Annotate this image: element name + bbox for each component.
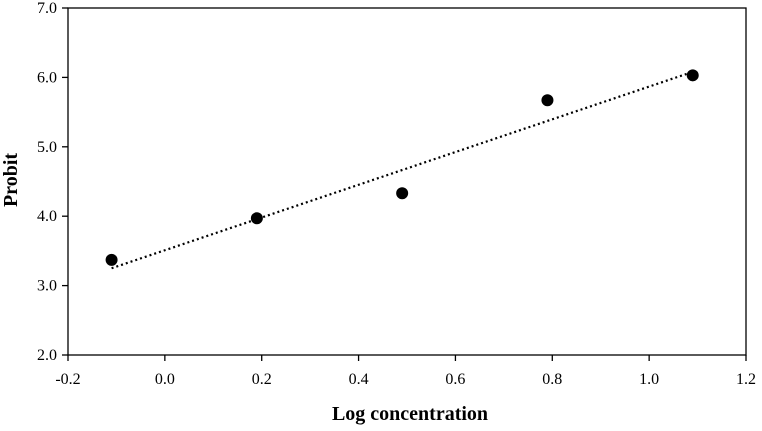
data-point: [541, 94, 554, 107]
data-point: [105, 253, 118, 266]
x-tick-label: -0.2: [55, 371, 80, 388]
data-point: [396, 187, 409, 200]
y-axis-title: Probit: [0, 153, 22, 207]
x-tick-label: 0.0: [155, 371, 175, 388]
x-tick-label: 0.2: [252, 371, 272, 388]
y-tick-label: 5.0: [37, 139, 57, 156]
plot-area: 2.0 3.0 4.0 5.0 6.0 7.0 -0.2 0.0 0.2 0.4 0.6 0.8 1.0…: [37, 0, 756, 388]
y-tick-label: 4.0: [37, 208, 57, 225]
x-tick-label: 0.6: [445, 371, 465, 388]
y-tick-label: 2.0: [37, 347, 57, 364]
data-point: [250, 212, 263, 225]
data-point: [686, 69, 699, 82]
trendline: [111, 70, 694, 270]
x-tick-label: 1.0: [639, 371, 659, 388]
x-tick-label: 0.4: [349, 371, 369, 388]
x-axis-title: Log concentration: [332, 403, 488, 425]
x-tick-label: 1.2: [736, 371, 756, 388]
y-tick-label: 3.0: [37, 278, 57, 295]
plot-frame: [67, 7, 747, 356]
x-tick-label: 0.8: [542, 371, 562, 388]
y-tick-label: 6.0: [37, 69, 57, 86]
y-tick-label: 7.0: [37, 0, 57, 17]
